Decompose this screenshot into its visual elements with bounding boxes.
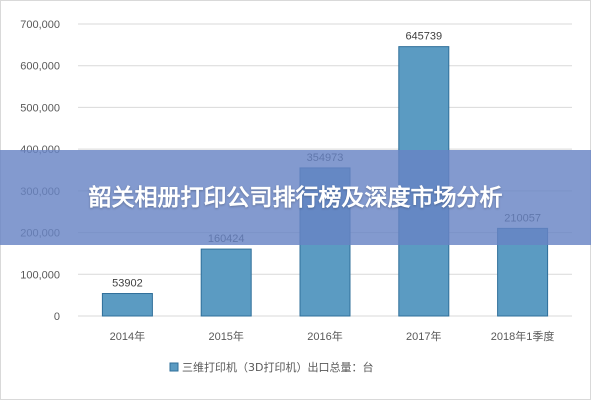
legend-swatch: [169, 362, 179, 372]
banner-title: 韶关相册打印公司排行榜及深度市场分析: [88, 184, 503, 211]
x-tick-label: 2014年: [110, 329, 145, 343]
legend-label: 三维打印机（3D打印机）出口总量：台: [182, 360, 373, 374]
title-banner: 韶关相册打印公司排行榜及深度市场分析: [0, 150, 591, 245]
x-tick-label: 2017年: [406, 329, 441, 343]
bar: [101, 293, 153, 317]
bar: [200, 248, 252, 317]
x-tick-label: 2018年1季度: [491, 329, 555, 343]
legend: 三维打印机（3D打印机）出口总量：台: [169, 360, 373, 374]
x-axis-tick-labels: 2014年 2015年 2016年 2017年 2018年1季度: [110, 329, 555, 343]
gridlines: [78, 23, 572, 317]
y-tick-label: 100,000: [20, 269, 60, 281]
x-tick-label: 2016年: [307, 329, 342, 343]
data-label: 53902: [112, 278, 143, 290]
x-tick-label: 2015年: [208, 329, 243, 343]
data-label: 645739: [405, 31, 442, 43]
y-tick-label: 700,000: [20, 19, 60, 31]
y-tick-label: 0: [54, 311, 60, 323]
y-tick-label: 500,000: [20, 102, 60, 114]
y-tick-label: 600,000: [20, 61, 60, 73]
